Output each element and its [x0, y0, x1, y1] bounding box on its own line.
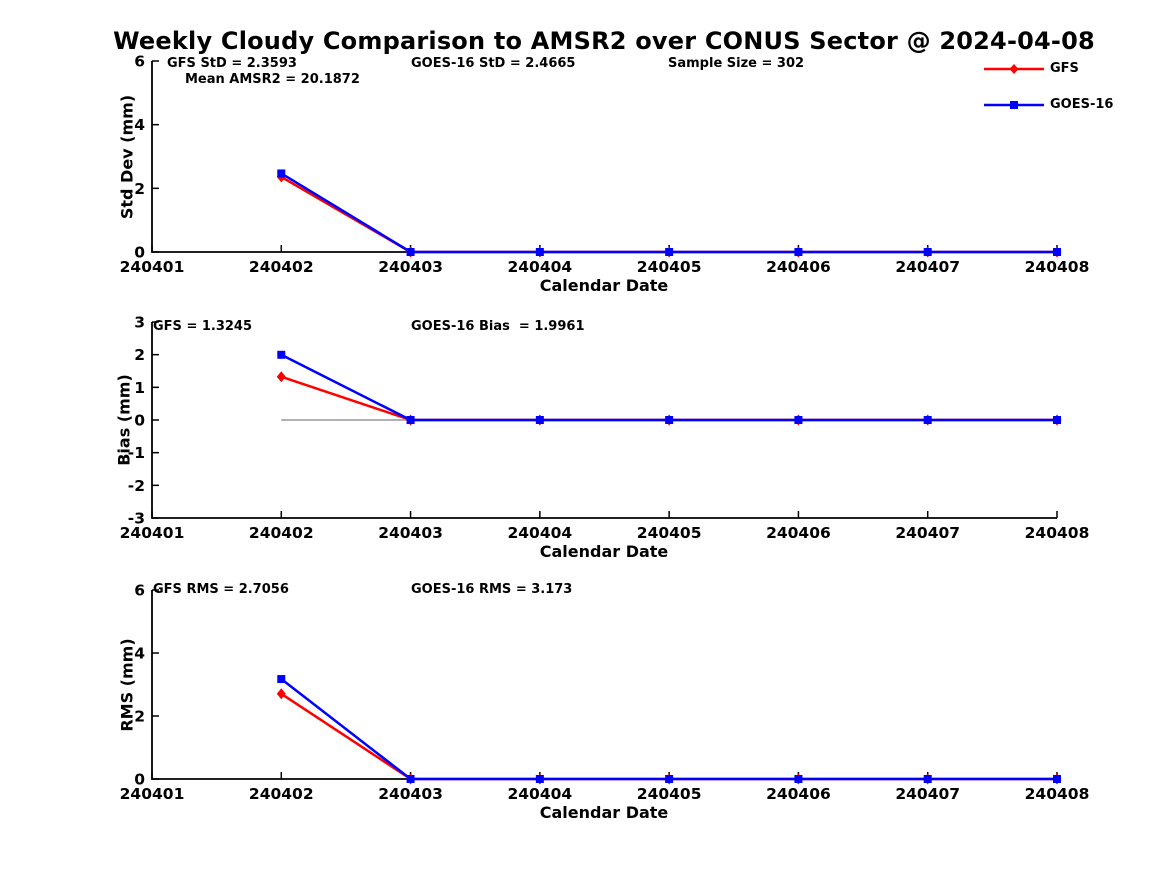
- x-tick-label: 240404: [507, 524, 572, 542]
- marker-square: [406, 416, 415, 424]
- legend-marker-square: [1010, 101, 1018, 109]
- marker-square: [535, 775, 544, 783]
- x-tick-label: 240401: [120, 785, 185, 803]
- annotation-goes16-rms: GOES-16 RMS = 3.173: [411, 582, 573, 597]
- legend-marker-diamond: [1009, 64, 1019, 74]
- marker-square: [406, 248, 415, 256]
- x-tick-label: 240404: [507, 258, 572, 276]
- marker-diamond: [276, 688, 286, 700]
- x-tick-label: 240406: [766, 258, 831, 276]
- marker-square: [277, 675, 286, 684]
- x-tick-label: 240403: [378, 524, 443, 542]
- y-tick-label: 6: [134, 53, 145, 71]
- y-tick-label: 3: [134, 314, 145, 332]
- y-tick-label: 0: [134, 412, 145, 430]
- marker-square: [1053, 416, 1061, 424]
- x-tick-label: 240405: [637, 785, 702, 803]
- marker-square: [794, 248, 803, 256]
- marker-diamond: [276, 371, 286, 383]
- marker-square: [794, 416, 803, 424]
- y-tick-label: 1: [134, 379, 145, 397]
- series-line-gfs: [280, 175, 1057, 254]
- y-tick-label: 2: [134, 708, 145, 726]
- x-tick-label: 240408: [1025, 258, 1090, 276]
- x-tick-label: 240407: [895, 785, 960, 803]
- x-tick-label: 240405: [637, 524, 702, 542]
- marker-square: [535, 416, 544, 424]
- x-axis-label-2: Calendar Date: [539, 542, 669, 561]
- y-tick-label: -3: [128, 510, 145, 528]
- x-tick-label: 240405: [637, 258, 702, 276]
- marker-square: [665, 248, 674, 256]
- marker-square: [923, 248, 932, 256]
- series-line-goes-16: [280, 678, 1057, 781]
- marker-square: [1053, 775, 1061, 783]
- x-tick-label: 240401: [120, 524, 185, 542]
- y-tick-label: 4: [134, 645, 145, 663]
- x-tick-label: 240407: [895, 258, 960, 276]
- annotation-mean-amsr2: Mean AMSR2 = 20.1872: [185, 72, 360, 87]
- annotation-gfs-bias: GFS = 1.3245: [153, 319, 253, 334]
- legend-label-gfs: GFS: [1050, 61, 1079, 76]
- chart-title: Weekly Cloudy Comparison to AMSR2 over C…: [113, 27, 1095, 55]
- y-axis-label-stddev: Std Dev (mm): [117, 94, 137, 220]
- x-tick-label: 240408: [1025, 524, 1090, 542]
- series-line-goes-16: [280, 353, 1057, 422]
- marker-square: [923, 416, 932, 424]
- x-tick-label: 240406: [766, 785, 831, 803]
- legend-label-goes16: GOES-16: [1050, 97, 1114, 112]
- y-tick-label: 0: [134, 244, 145, 262]
- marker-square: [1053, 248, 1061, 256]
- x-tick-label: 240403: [378, 258, 443, 276]
- x-tick-label: 240402: [249, 785, 314, 803]
- x-axis-label-3: Calendar Date: [539, 803, 669, 822]
- y-tick-label: -2: [128, 477, 145, 495]
- marker-square: [535, 248, 544, 256]
- annotation-goes16-bias: GOES-16 Bias = 1.9961: [411, 319, 585, 334]
- x-tick-label: 240407: [895, 524, 960, 542]
- annotation-goes16-std: GOES-16 StD = 2.4665: [411, 56, 576, 71]
- marker-square: [665, 775, 674, 783]
- x-tick-label: 240403: [378, 785, 443, 803]
- marker-square: [406, 775, 415, 783]
- marker-square: [277, 169, 286, 178]
- marker-square: [277, 350, 286, 359]
- y-tick-label: 4: [134, 116, 145, 134]
- series-line-goes-16: [280, 172, 1057, 254]
- annotation-sample-size: Sample Size = 302: [668, 56, 805, 71]
- marker-square: [665, 416, 674, 424]
- marker-square: [794, 775, 803, 783]
- x-tick-label: 240406: [766, 524, 831, 542]
- series-line-gfs: [280, 692, 1057, 781]
- annotation-gfs-std: GFS StD = 2.3593: [167, 56, 297, 71]
- x-tick-label: 240404: [507, 785, 572, 803]
- y-tick-label: 2: [134, 346, 145, 364]
- x-tick-label: 240402: [249, 524, 314, 542]
- x-axis-label-1: Calendar Date: [539, 276, 669, 295]
- y-tick-label: 6: [134, 582, 145, 600]
- y-axis-label-bias: Bias (mm): [114, 374, 134, 466]
- y-tick-label: 2: [134, 180, 145, 198]
- x-tick-label: 240402: [249, 258, 314, 276]
- axes-frame: [151, 61, 1057, 253]
- y-tick-label: -1: [128, 444, 145, 462]
- x-tick-label: 240408: [1025, 785, 1090, 803]
- y-tick-label: 0: [134, 771, 145, 789]
- annotation-gfs-rms: GFS RMS = 2.7056: [153, 582, 289, 597]
- y-axis-label-rms: RMS (mm): [117, 638, 137, 732]
- marker-square: [923, 775, 932, 783]
- x-tick-label: 240401: [120, 258, 185, 276]
